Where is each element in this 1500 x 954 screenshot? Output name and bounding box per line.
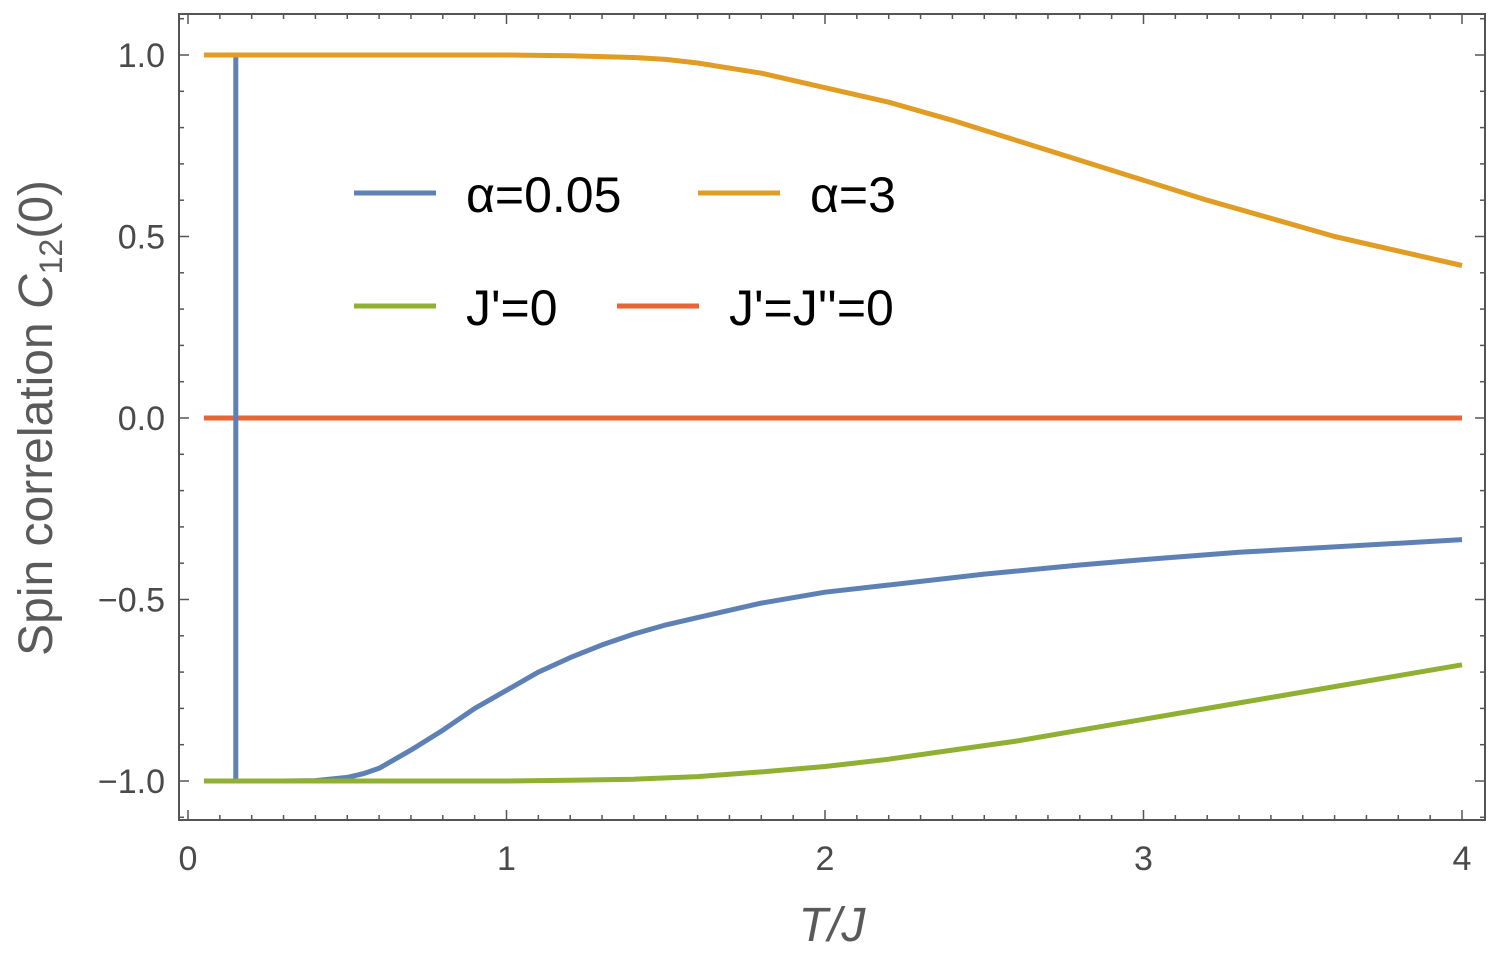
series-line-3 <box>203 662 1463 784</box>
series-line-2 <box>203 52 1463 268</box>
y-tick-labels: 1.0 0.5 0.0 −0.5 −1.0 <box>98 37 165 801</box>
x-axis-title: T/J <box>799 899 867 952</box>
y-axis-title-subscript: 12 <box>33 239 69 275</box>
y-tick-label: 0.0 <box>118 400 165 438</box>
legend-label-series-3: J'=0 <box>466 280 558 336</box>
y-tick-label: 0.5 <box>118 219 165 257</box>
x-tick-label: 0 <box>179 840 198 878</box>
axis-ticks <box>179 14 1485 820</box>
x-tick-labels: 0 1 2 3 4 <box>179 840 1472 878</box>
series-layer <box>203 52 1463 784</box>
y-tick-label: −1.0 <box>98 763 165 801</box>
y-axis-title: Spin correlation C12(0) <box>10 180 69 656</box>
x-tick-label: 3 <box>1134 840 1153 878</box>
legend: α=0.05 α=3 J'=0 J'=J''=0 <box>354 167 896 336</box>
y-axis-title-symbol: C <box>10 274 63 309</box>
legend-label-series-2: α=3 <box>810 167 896 223</box>
series-line-1 <box>233 55 1463 784</box>
y-axis-title-suffix: (0) <box>10 180 63 239</box>
legend-label-series-1: α=0.05 <box>466 167 621 223</box>
x-tick-label: 1 <box>497 840 516 878</box>
y-tick-label: 1.0 <box>118 37 165 75</box>
y-axis-title-prefix: Spin correlation <box>10 309 63 656</box>
x-tick-label: 2 <box>816 840 835 878</box>
x-tick-label: 4 <box>1453 840 1472 878</box>
legend-label-series-4: J'=J''=0 <box>729 280 894 336</box>
y-tick-label: −0.5 <box>98 582 165 620</box>
plot-frame <box>178 13 1486 821</box>
